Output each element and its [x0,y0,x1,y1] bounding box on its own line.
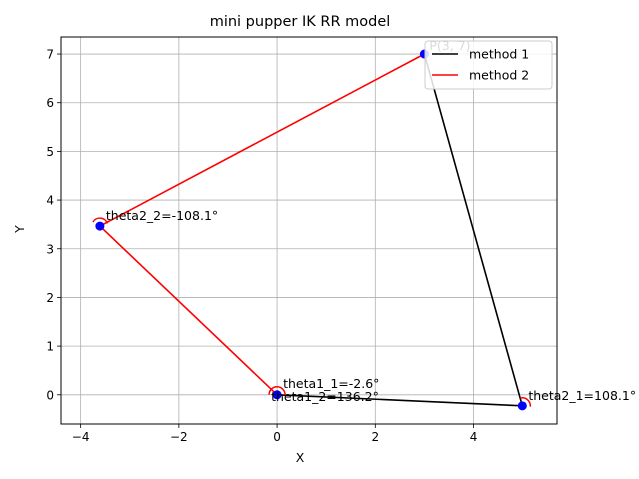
x-tick-label: 0 [273,430,281,444]
y-axis-label: Y [12,225,27,234]
axes-frame [60,36,558,425]
annotation-label-4: theta2_1=108.1° [528,388,636,403]
joint-points [95,49,527,411]
y-tick-label: 7 [46,48,54,62]
theta1-arc [268,386,286,396]
chart-title: mini pupper IK RR model [210,14,391,30]
axis-ticks: −4 −2 0 2 4 0 1 2 3 4 5 6 7 [46,48,477,444]
joint-point-2 [517,401,527,411]
joint-point-4 [95,221,105,231]
legend-box [424,40,553,90]
angle-arcs [92,217,532,407]
legend-label-1: method 1 [469,47,529,62]
x-tick-label: 2 [371,430,379,444]
grid [61,37,557,424]
x-tick-label: −4 [72,430,90,444]
legend-label-2: method 2 [469,68,529,83]
y-tick-label: 4 [46,194,54,208]
theta2-1-arc [520,397,532,407]
legend: method 1 method 2 [424,40,553,90]
theta2-2-arc [92,217,109,224]
y-tick-label: 6 [46,96,54,110]
x-tick-label: 4 [470,430,478,444]
annotation-label-5: theta2_2=-108.1° [106,208,218,223]
y-tick-label: 2 [46,291,54,305]
annotation-label-2: theta1_1=-2.6° [283,376,379,391]
x-axis-label: X [296,450,305,465]
y-tick-label: 3 [46,242,54,256]
y-tick-label: 5 [46,145,54,159]
y-tick-label: 1 [46,340,54,354]
x-tick-label: −2 [170,430,188,444]
annotation-label-3: theta1_2=136.2° [271,389,379,404]
joint-point-1 [272,390,282,400]
y-tick-label: 0 [46,388,54,402]
